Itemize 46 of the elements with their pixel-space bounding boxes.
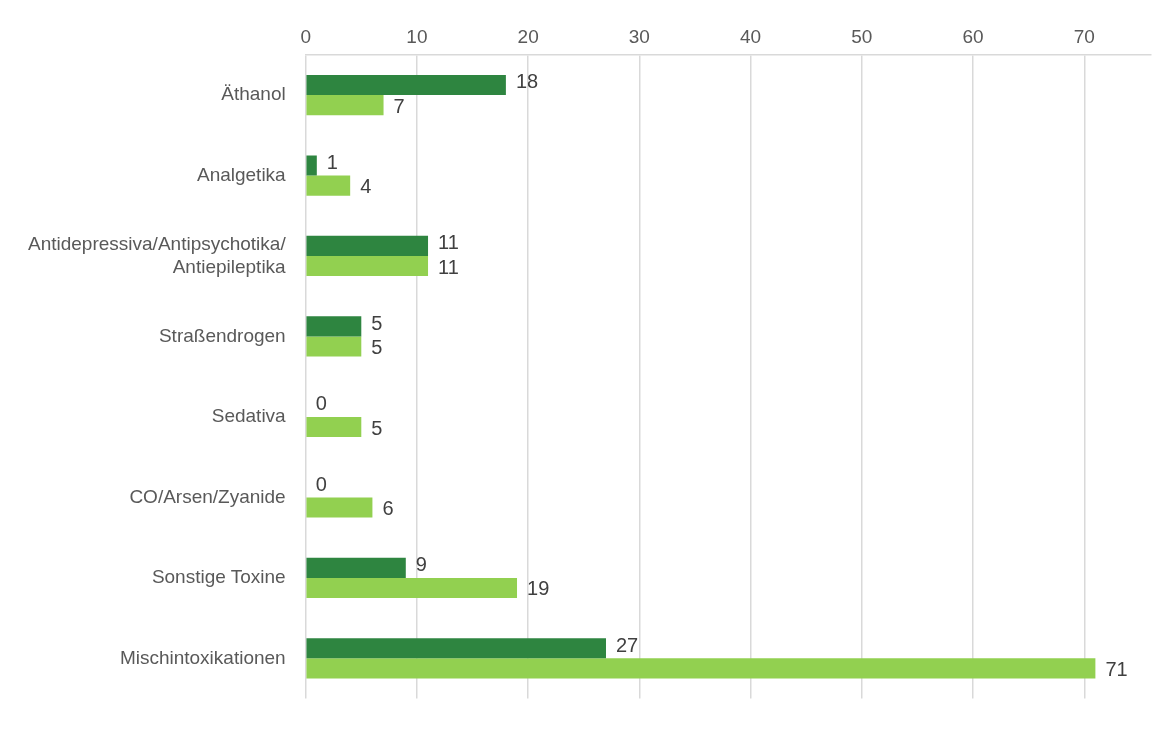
data-label: 0 [315, 472, 327, 495]
y-tick-label: Antidepressiva/Antipsychotika/ Antiepileptika [28, 232, 287, 277]
data-label: 1 [326, 150, 338, 173]
bar [306, 235, 429, 256]
data-label: 18 [515, 70, 539, 93]
y-tick-label: Mischintoxikationen [119, 646, 286, 668]
data-label: 71 [1105, 657, 1128, 680]
bar [306, 658, 1096, 679]
bar [306, 638, 606, 659]
data-label: 0 [315, 392, 327, 415]
x-tick-label: 0 [300, 25, 311, 47]
data-label: 9 [415, 553, 427, 576]
data-label: 11 [438, 231, 459, 254]
data-label: 11 [438, 255, 459, 278]
bar [306, 155, 317, 176]
bar [306, 74, 506, 96]
data-label: 5 [371, 336, 383, 359]
y-tick-label: Sedativa [211, 405, 287, 427]
x-tick-label: 50 [851, 25, 873, 47]
x-tick-label: 40 [740, 25, 762, 47]
x-tick-label: 10 [406, 25, 428, 47]
bar [306, 255, 429, 277]
bar [306, 577, 518, 599]
y-tick-label: Sonstige Toxine [151, 566, 286, 588]
bar [306, 175, 351, 196]
bar [306, 497, 373, 518]
bar [306, 416, 362, 438]
x-tick-label: 70 [1073, 25, 1095, 47]
data-label: 5 [371, 416, 383, 439]
x-tick-label: 20 [517, 25, 539, 47]
bar [306, 557, 406, 578]
data-label: 19 [527, 577, 550, 600]
x-tick-label: 30 [628, 25, 650, 47]
y-tick-label: Analgetika [196, 163, 287, 185]
data-label: 7 [393, 94, 405, 117]
bar [306, 95, 384, 116]
y-tick-label: Äthanol [221, 83, 286, 105]
y-tick-label: CO/Arsen/Zyanide [129, 485, 286, 507]
x-tick-label: 60 [962, 25, 984, 47]
data-label: 4 [360, 175, 372, 198]
data-label: 27 [616, 633, 639, 656]
bar [306, 336, 362, 357]
bar [306, 316, 362, 337]
data-label: 6 [382, 496, 394, 519]
y-tick-label: Straßendrogen [158, 324, 286, 346]
data-label: 5 [371, 311, 383, 334]
